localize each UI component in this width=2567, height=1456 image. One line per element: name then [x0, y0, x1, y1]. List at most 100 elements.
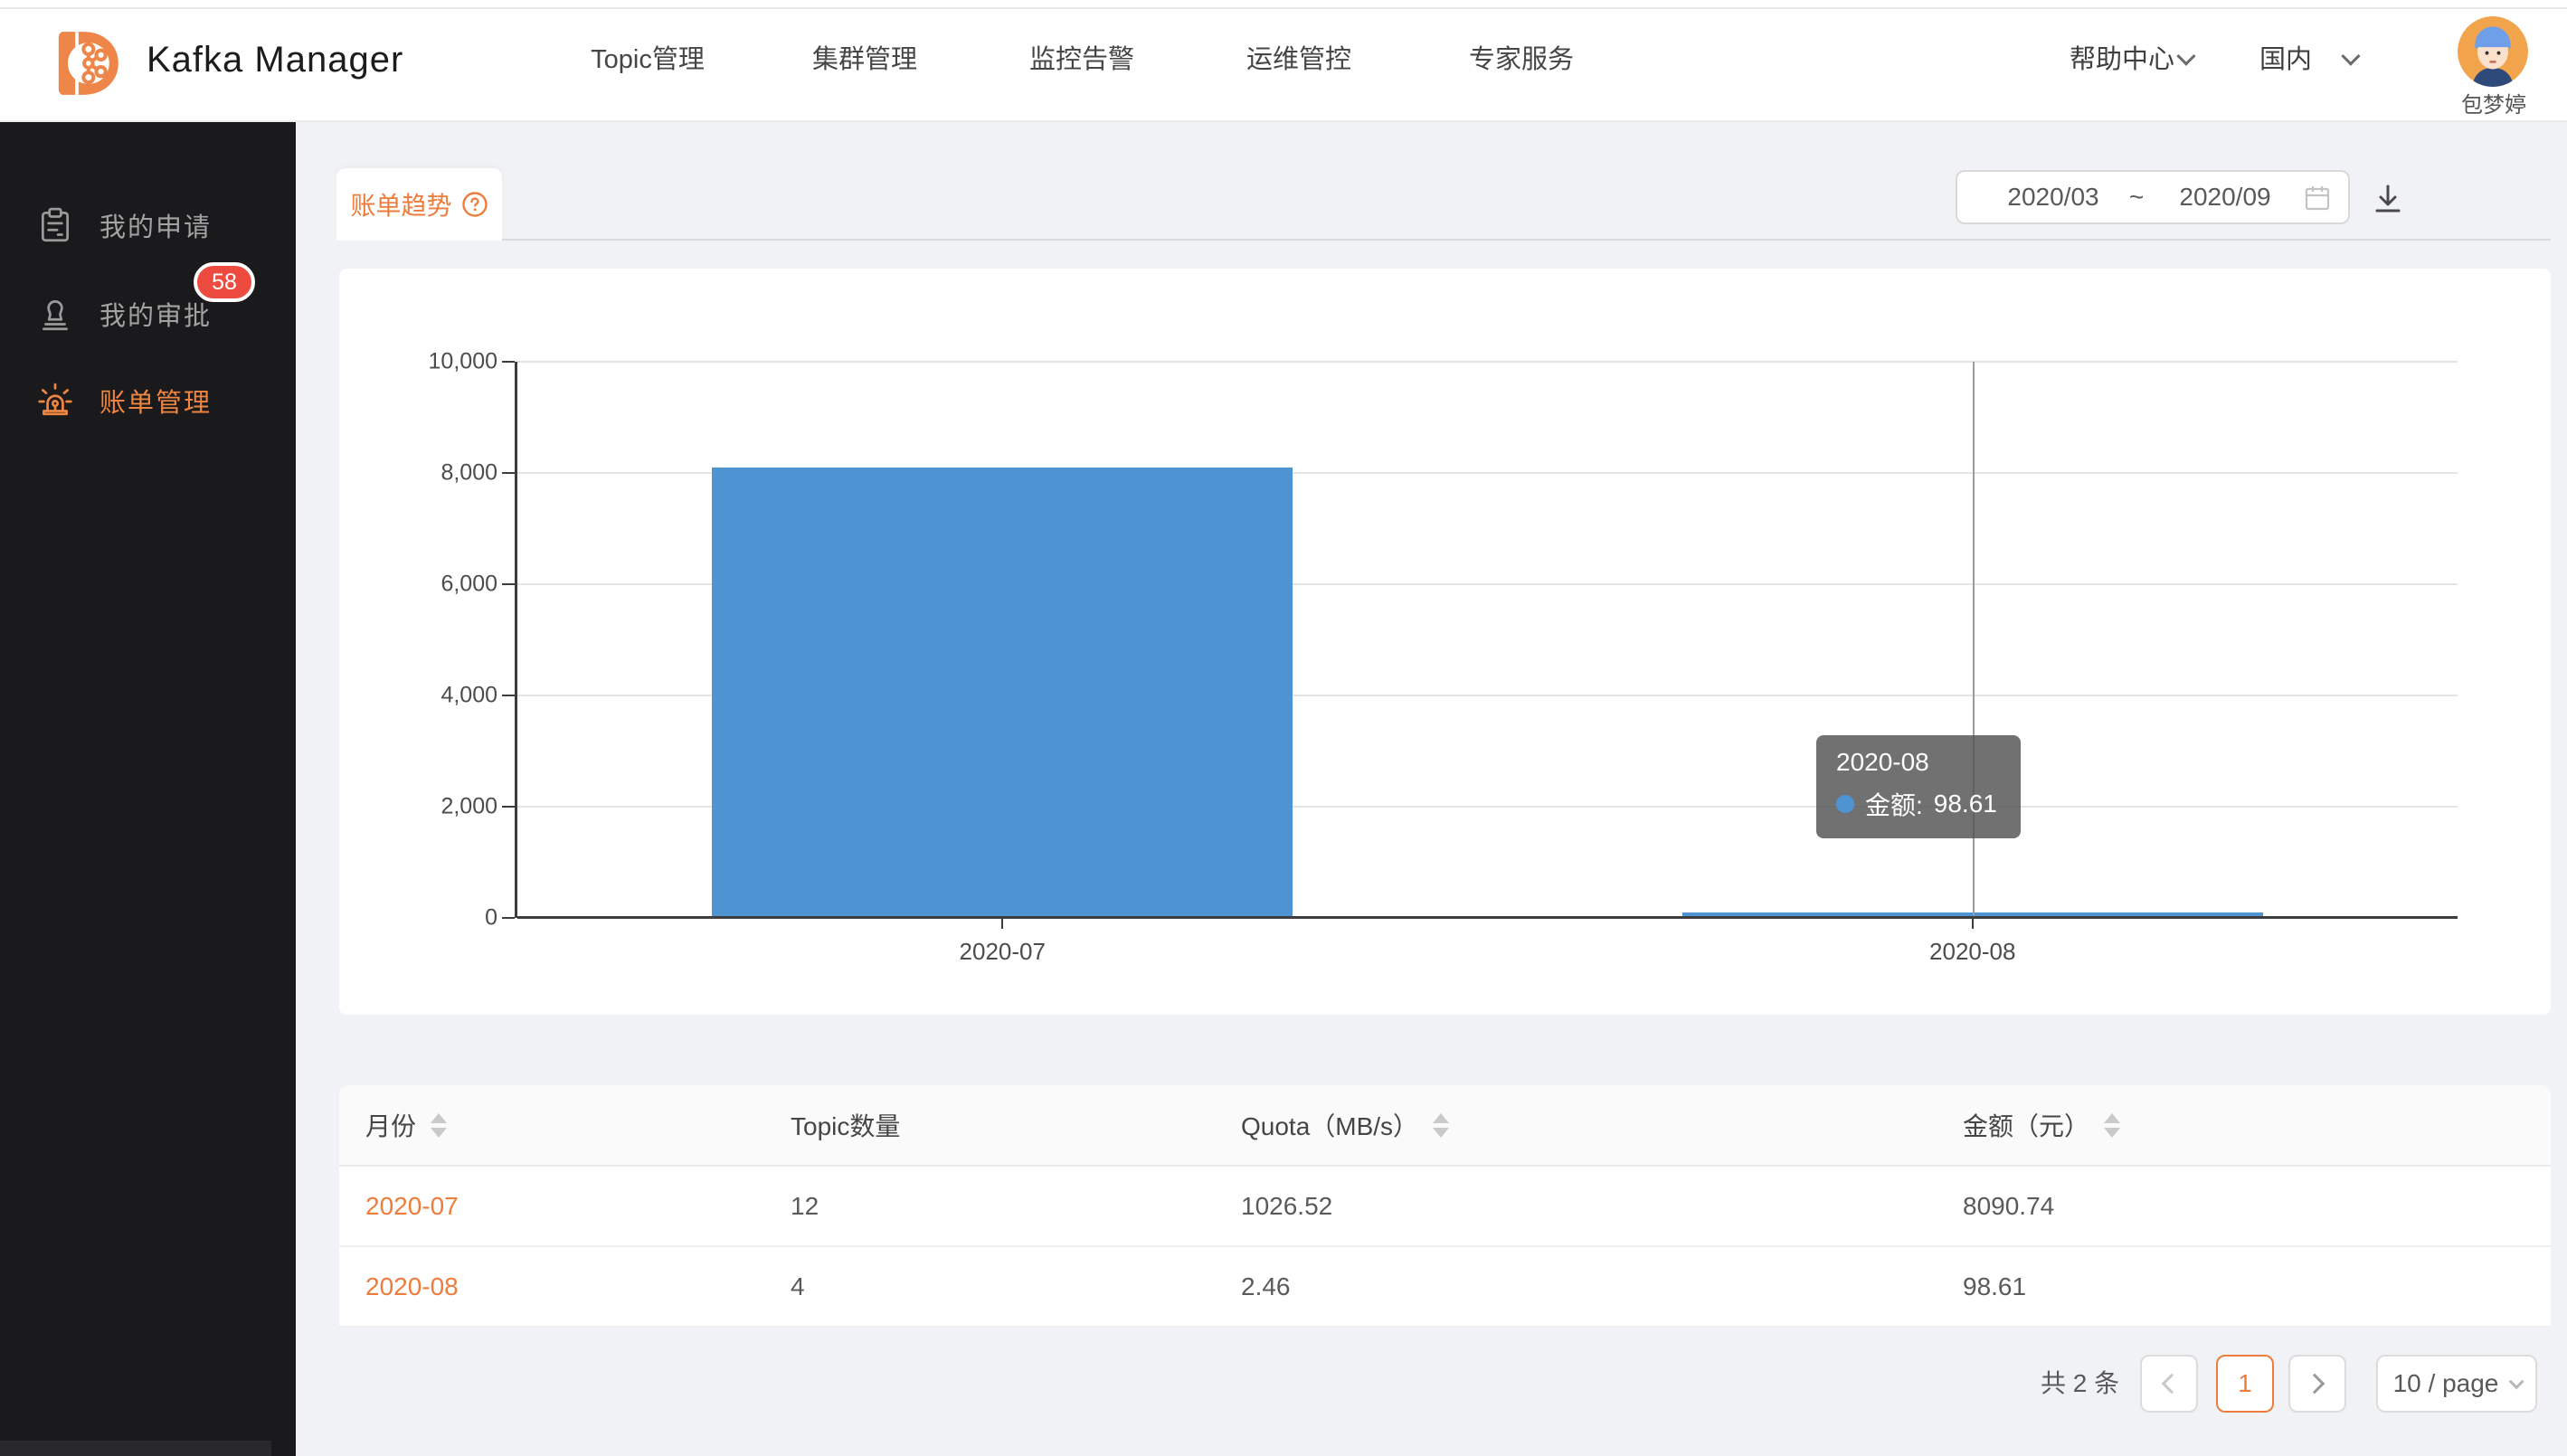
tooltip-title: 2020-08 [1836, 748, 1929, 776]
help-circle-icon[interactable] [461, 191, 488, 218]
chevron-left-icon [2161, 1373, 2183, 1395]
nav-monitor-alert[interactable]: 监控告警 [1028, 45, 1135, 74]
clipboard-icon [41, 207, 70, 242]
sidebar-collapse-trigger[interactable] [0, 1441, 271, 1456]
tooltip-crosshair-line [1972, 362, 1975, 918]
date-range-picker[interactable]: 2020/03 ~ 2020/09 [1956, 170, 2350, 224]
quota-value: 1026.52 [1241, 1191, 1333, 1220]
topic-count-value: 4 [791, 1272, 805, 1300]
chevron-right-icon [2304, 1373, 2325, 1395]
sort-carets-icon[interactable] [431, 1112, 448, 1138]
sidebar-item-my-applications[interactable]: 我的申请 [0, 182, 296, 269]
gridline [517, 695, 2458, 696]
y-axis-label: 2,000 [440, 793, 497, 819]
table-header-row: 月份 Topic数量 Quota（MB/s） 金额（元） [339, 1085, 2551, 1167]
month-link[interactable]: 2020-08 [365, 1272, 459, 1300]
region-label: 国内 [2259, 45, 2313, 74]
bar-chart-plot: 0 2,000 4,000 6,000 8,000 10,000 2020-07… [429, 349, 2458, 965]
column-header-topic-count: Topic数量 [791, 1112, 901, 1140]
help-center-label: 帮助中心 [2070, 45, 2175, 74]
sidebar-item-my-approvals[interactable]: 我的审批 [0, 270, 296, 357]
series-dot-icon [1836, 795, 1854, 813]
y-axis-label: 4,000 [440, 682, 497, 708]
x-tick [1001, 918, 1004, 929]
y-tick [502, 583, 515, 585]
chart-tooltip: 2020-08 金额: 98.61 [1816, 735, 2021, 838]
toolbar-divider [336, 239, 2551, 241]
download-icon [2375, 184, 2401, 213]
column-header-quota[interactable]: Quota（MB/s） [1215, 1107, 1937, 1143]
billing-trend-chart-card: 0 2,000 4,000 6,000 8,000 10,000 2020-07… [339, 269, 2551, 1015]
month-link[interactable]: 2020-07 [365, 1191, 459, 1220]
brand-title: Kafka Manager [147, 40, 404, 80]
y-tick [502, 695, 515, 696]
user-avatar[interactable] [2458, 16, 2528, 87]
alarm-icon [38, 383, 72, 416]
tooltip-series-label: 金额: [1865, 791, 1923, 819]
approvals-count-badge: 58 [194, 262, 255, 302]
sort-carets-icon[interactable] [2104, 1112, 2121, 1138]
tab-label: 账单趋势 [350, 192, 452, 220]
y-tick [502, 917, 515, 919]
date-separator: ~ [2128, 183, 2145, 211]
app-header: Kafka Manager Topic管理 集群管理 监控告警 运维管控 专家服… [0, 0, 2567, 122]
chevron-down-icon [2341, 46, 2361, 66]
username-label: 包梦婷 [2461, 93, 2526, 118]
date-start-input[interactable]: 2020/03 [2007, 183, 2099, 211]
sidebar: 我的申请 我的审批 58 [0, 122, 296, 1456]
download-button[interactable] [2368, 179, 2408, 219]
y-axis-label: 8,000 [440, 459, 497, 486]
topic-count-value: 12 [791, 1191, 819, 1220]
date-end-input[interactable]: 2020/09 [2179, 183, 2271, 211]
pagination-total: 共 2 条 [2041, 1369, 2120, 1397]
table-row: 2020-08 4 2.46 98.61 [339, 1247, 2551, 1328]
gridline [517, 361, 2458, 363]
gridline [517, 583, 2458, 585]
column-header-month[interactable]: 月份 [339, 1107, 764, 1143]
nav-topic-management[interactable]: Topic管理 [591, 45, 705, 74]
sidebar-item-label: 账单管理 [99, 389, 213, 418]
table-row: 2020-07 12 1026.52 8090.74 [339, 1167, 2551, 1247]
stamp-icon [43, 299, 68, 331]
sidebar-item-label: 我的审批 [99, 302, 213, 331]
x-axis-label: 2020-07 [959, 938, 1046, 965]
region-menu[interactable]: 国内 [2259, 0, 2361, 120]
amount-value: 8090.74 [1963, 1191, 2055, 1220]
y-axis-line [515, 362, 517, 918]
x-axis-label: 2020-08 [1929, 938, 2016, 965]
chart-bar-2020-07[interactable] [712, 468, 1293, 918]
calendar-icon [2305, 186, 2330, 211]
tab-billing-trend[interactable]: 账单趋势 [336, 168, 502, 241]
column-header-amount[interactable]: 金额（元） [1937, 1107, 2551, 1143]
gridline [517, 806, 2458, 808]
y-tick [502, 472, 515, 474]
page-size-label: 10 / page [2392, 1369, 2499, 1397]
billing-table: 月份 Topic数量 Quota（MB/s） 金额（元） 2020-07 12 … [339, 1085, 2551, 1328]
nav-cluster-management[interactable]: 集群管理 [811, 45, 918, 74]
pagination-prev-button[interactable] [2140, 1355, 2198, 1413]
tooltip-value: 98.61 [1933, 789, 1997, 818]
nav-ops-control[interactable]: 运维管控 [1246, 45, 1352, 74]
sidebar-item-billing-management[interactable]: 账单管理 [0, 357, 296, 444]
sort-carets-icon[interactable] [1433, 1112, 1450, 1138]
brand-logo-icon [58, 32, 118, 95]
pagination-next-button[interactable] [2288, 1355, 2346, 1413]
chevron-down-icon [2509, 1374, 2524, 1390]
page-size-select[interactable]: 10 / page [2376, 1355, 2537, 1413]
sidebar-item-label: 我的申请 [99, 213, 213, 242]
top-hairline [0, 7, 2567, 9]
x-axis-line [517, 916, 2458, 919]
amount-value: 98.61 [1963, 1272, 2027, 1300]
y-axis-label: 0 [485, 904, 497, 931]
nav-expert-service[interactable]: 专家服务 [1468, 45, 1575, 74]
pagination-page-1[interactable]: 1 [2216, 1355, 2274, 1413]
quota-value: 2.46 [1241, 1272, 1291, 1300]
y-tick [502, 361, 515, 363]
x-tick [1971, 918, 1974, 929]
y-axis-label: 10,000 [428, 348, 497, 374]
chevron-down-icon [2176, 46, 2196, 66]
y-tick [502, 806, 515, 808]
gridline [517, 472, 2458, 474]
help-center-menu[interactable]: 帮助中心 [2070, 0, 2196, 120]
